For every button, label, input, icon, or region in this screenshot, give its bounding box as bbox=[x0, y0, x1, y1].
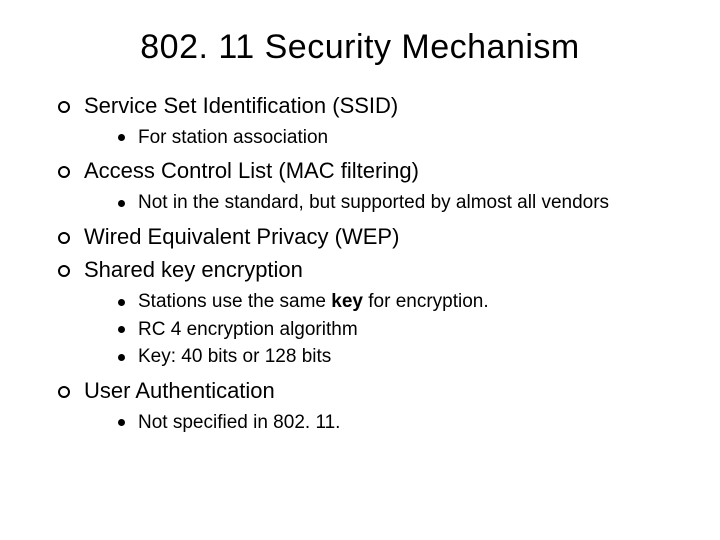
sub-list: Not in the standard, but supported by al… bbox=[118, 190, 680, 216]
sub-list: Stations use the same key for encryption… bbox=[118, 289, 680, 370]
slide: 802. 11 Security Mechanism Service Set I… bbox=[0, 0, 720, 540]
sub-item-text: For station association bbox=[138, 127, 328, 148]
slide-title: 802. 11 Security Mechanism bbox=[40, 28, 680, 67]
sub-item-text: Not specified in 802. 11. bbox=[138, 412, 340, 433]
list-item-text: User Authentication bbox=[84, 378, 275, 403]
list-item-text: Wired Equivalent Privacy (WEP) bbox=[84, 224, 399, 249]
list-item: User Authentication Not specified in 802… bbox=[58, 376, 680, 435]
sub-item: Stations use the same key for encryption… bbox=[118, 289, 680, 315]
sub-item-text: RC 4 encryption algorithm bbox=[138, 319, 358, 340]
list-item: Shared key encryption Stations use the s… bbox=[58, 255, 680, 370]
list-item: Access Control List (MAC filtering) Not … bbox=[58, 156, 680, 215]
sub-list: For station association bbox=[118, 125, 680, 151]
list-item: Service Set Identification (SSID) For st… bbox=[58, 91, 680, 150]
list-item-text: Shared key encryption bbox=[84, 257, 303, 282]
sub-item: For station association bbox=[118, 125, 680, 151]
sub-item-text: Key: 40 bits or 128 bits bbox=[138, 346, 331, 367]
list-item: Wired Equivalent Privacy (WEP) bbox=[58, 222, 680, 252]
list-item-text: Access Control List (MAC filtering) bbox=[84, 158, 419, 183]
sub-list: Not specified in 802. 11. bbox=[118, 410, 680, 436]
top-list: Service Set Identification (SSID) For st… bbox=[58, 91, 680, 435]
sub-item: Not specified in 802. 11. bbox=[118, 410, 680, 436]
sub-item-bold: key bbox=[331, 291, 363, 312]
sub-item: RC 4 encryption algorithm bbox=[118, 317, 680, 343]
sub-item: Key: 40 bits or 128 bits bbox=[118, 344, 680, 370]
sub-item-pre: Stations use the same bbox=[138, 291, 331, 312]
sub-item-post: for encryption. bbox=[363, 291, 489, 312]
sub-item: Not in the standard, but supported by al… bbox=[118, 190, 680, 216]
sub-item-text: Not in the standard, but supported by al… bbox=[138, 192, 609, 213]
list-item-text: Service Set Identification (SSID) bbox=[84, 93, 398, 118]
